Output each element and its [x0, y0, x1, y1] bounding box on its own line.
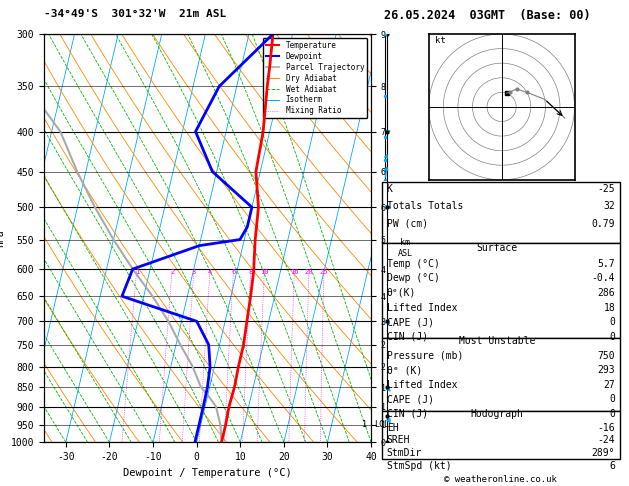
Text: 32: 32 — [603, 202, 615, 211]
Text: Temp (°C): Temp (°C) — [387, 259, 440, 269]
Text: CAPE (J): CAPE (J) — [387, 317, 434, 327]
Text: 20: 20 — [305, 269, 313, 275]
Text: PW (cm): PW (cm) — [387, 219, 428, 229]
Text: EH: EH — [387, 423, 399, 433]
Text: 293: 293 — [598, 365, 615, 375]
Text: 750: 750 — [598, 351, 615, 361]
Text: kt: kt — [435, 36, 445, 45]
Text: Hodograph: Hodograph — [470, 409, 523, 419]
Text: CAPE (J): CAPE (J) — [387, 395, 434, 404]
Text: 16: 16 — [290, 269, 299, 275]
Text: 10: 10 — [260, 269, 269, 275]
Text: 27: 27 — [603, 380, 615, 390]
Text: 0: 0 — [610, 409, 615, 419]
Text: CIN (J): CIN (J) — [387, 332, 428, 342]
Text: Dewp (°C): Dewp (°C) — [387, 274, 440, 283]
Text: Lifted Index: Lifted Index — [387, 303, 457, 312]
Text: 1: 1 — [135, 269, 139, 275]
Text: 6: 6 — [610, 461, 615, 470]
Text: CIN (J): CIN (J) — [387, 409, 428, 419]
Y-axis label: hPa: hPa — [0, 229, 5, 247]
Text: θᵉ (K): θᵉ (K) — [387, 365, 422, 375]
Text: Most Unstable: Most Unstable — [459, 336, 535, 346]
Text: 0: 0 — [610, 332, 615, 342]
Text: 289°: 289° — [592, 448, 615, 458]
Text: -0.4: -0.4 — [592, 274, 615, 283]
Legend: Temperature, Dewpoint, Parcel Trajectory, Dry Adiabat, Wet Adiabat, Isotherm, Mi: Temperature, Dewpoint, Parcel Trajectory… — [263, 38, 367, 119]
Text: θᵉ(K): θᵉ(K) — [387, 288, 416, 298]
Text: 0: 0 — [610, 317, 615, 327]
Text: Lifted Index: Lifted Index — [387, 380, 457, 390]
Text: 2: 2 — [170, 269, 174, 275]
Text: 1: 1 — [362, 420, 367, 429]
Text: -24: -24 — [598, 435, 615, 445]
Text: 3: 3 — [192, 269, 196, 275]
Text: 286: 286 — [598, 288, 615, 298]
Text: 6: 6 — [231, 269, 236, 275]
Text: -34°49'S  301°32'W  21m ASL: -34°49'S 301°32'W 21m ASL — [44, 9, 226, 19]
X-axis label: Dewpoint / Temperature (°C): Dewpoint / Temperature (°C) — [123, 468, 292, 478]
Text: 8: 8 — [248, 269, 253, 275]
Text: Totals Totals: Totals Totals — [387, 202, 463, 211]
Y-axis label: km
ASL: km ASL — [398, 238, 413, 258]
Text: K: K — [387, 184, 392, 194]
Text: SREH: SREH — [387, 435, 410, 445]
Text: StmDir: StmDir — [387, 448, 422, 458]
Text: LCL: LCL — [375, 420, 389, 429]
Text: 4: 4 — [208, 269, 212, 275]
Text: -16: -16 — [598, 423, 615, 433]
Text: 25: 25 — [320, 269, 328, 275]
Text: 0.79: 0.79 — [592, 219, 615, 229]
Text: © weatheronline.co.uk: © weatheronline.co.uk — [443, 475, 557, 484]
Text: StmSpd (kt): StmSpd (kt) — [387, 461, 452, 470]
Text: 26.05.2024  03GMT  (Base: 00): 26.05.2024 03GMT (Base: 00) — [384, 9, 590, 22]
Text: 18: 18 — [603, 303, 615, 312]
Text: 0: 0 — [610, 395, 615, 404]
Text: Pressure (mb): Pressure (mb) — [387, 351, 463, 361]
Text: 5.7: 5.7 — [598, 259, 615, 269]
Text: -25: -25 — [598, 184, 615, 194]
Text: Surface: Surface — [476, 243, 518, 253]
